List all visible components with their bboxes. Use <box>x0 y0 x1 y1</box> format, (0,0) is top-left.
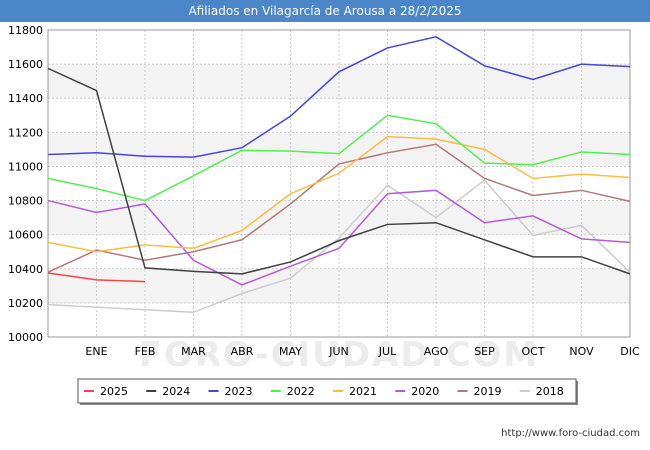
plot-band <box>48 268 630 303</box>
x-tick-label: MAR <box>181 345 206 358</box>
series-line-2022 <box>47 114 631 202</box>
y-tick-label: 10000 <box>8 331 43 344</box>
watermark-text: FORO-CIUDAD.COM <box>139 335 540 375</box>
legend-label: 2023 <box>225 385 253 398</box>
y-tick-label: 10600 <box>8 229 43 242</box>
series-line-2021 <box>47 135 631 253</box>
plot-band <box>48 64 630 99</box>
x-tick-label: DIC <box>620 345 640 358</box>
x-tick-label: OCT <box>521 345 544 358</box>
x-tick-label: ABR <box>231 345 254 358</box>
legend-label: 2019 <box>474 385 502 398</box>
source-url: http://www.foro-ciudad.com <box>501 428 640 439</box>
legend: 2025 2024 2023 2022 2021 2020 2019 2018 <box>77 378 578 405</box>
x-tick-label: FEB <box>135 345 156 358</box>
chart-title-bar: Afiliados en Vilagarcía de Arousa a 28/2… <box>0 0 650 22</box>
x-tick-label: JUL <box>378 345 397 358</box>
chart-title: Afiliados en Vilagarcía de Arousa a 28/2… <box>188 4 462 18</box>
legend-label: 2022 <box>287 385 315 398</box>
series-line-2023 <box>47 36 631 158</box>
y-axis: 10000 10200 10400 10600 10800 11000 11200 11400… <box>8 24 43 344</box>
series-line-2020 <box>47 189 631 286</box>
y-tick-label: 11400 <box>8 92 43 105</box>
y-tick-label: 10800 <box>8 195 43 208</box>
plot-band <box>48 132 630 167</box>
series-layer <box>47 36 631 314</box>
grid <box>47 29 631 338</box>
legend-box <box>77 378 577 404</box>
series-line-2019 <box>47 143 631 273</box>
watermark: FORO-CIUDAD.COM <box>139 335 540 375</box>
series-line-2024 <box>47 67 631 275</box>
x-tick-label: NOV <box>569 345 594 358</box>
y-tick-label: 11600 <box>8 58 43 71</box>
x-axis: ENE FEB MAR ABR MAY JUN JUL AGO SEP OCT NOV DIC <box>85 345 640 358</box>
legend-label: 2024 <box>162 385 190 398</box>
x-tick-label: ENE <box>85 345 107 358</box>
y-tick-label: 11800 <box>8 24 43 37</box>
legend-label: 2018 <box>536 385 564 398</box>
x-tick-label: MAY <box>279 345 302 358</box>
series-line-2018 <box>47 179 631 314</box>
y-tick-label: 11200 <box>8 126 43 139</box>
y-tick-label: 10200 <box>8 297 43 310</box>
legend-label: 2020 <box>411 385 439 398</box>
x-tick-label: SEP <box>474 345 495 358</box>
legend-label: 2025 <box>100 385 128 398</box>
y-tick-label: 11000 <box>8 160 43 173</box>
series-line-2025 <box>47 272 146 283</box>
x-tick-label: AGO <box>424 345 449 358</box>
y-tick-label: 10400 <box>8 263 43 276</box>
plot-border <box>47 29 631 338</box>
x-tick-label: JUN <box>328 345 349 358</box>
legend-label: 2021 <box>349 385 377 398</box>
chart: FORO-CIUDAD.COM 10000 10200 10400 10600 1080… <box>8 24 640 405</box>
